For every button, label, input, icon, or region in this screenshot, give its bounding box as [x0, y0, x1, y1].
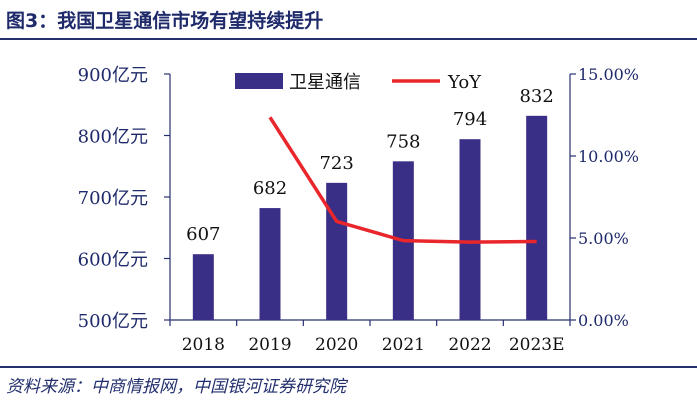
bar [259, 208, 281, 320]
figure-title: 图3：我国卫星通信市场有望持续提升 [6, 10, 324, 32]
left-tick-label: 600亿元 [78, 250, 148, 271]
bar [459, 139, 481, 320]
title-rule [0, 38, 697, 40]
yoy-line [268, 116, 537, 244]
bar-data-label: 682 [253, 178, 287, 199]
x-tick-label: 2019 [248, 335, 291, 355]
x-tick-label: 2018 [182, 335, 225, 355]
bar-data-label: 794 [453, 109, 487, 130]
bar [326, 182, 348, 320]
left-tick-label: 500亿元 [78, 311, 148, 332]
legend-label-line: YoY [447, 72, 482, 93]
right-tick-label: 10.00% [578, 147, 639, 166]
bar-data-label: 723 [319, 153, 353, 174]
bar-data-label: 832 [519, 86, 553, 107]
right-tick-label: 15.00% [578, 65, 639, 84]
bar-data-label: 607 [186, 224, 220, 245]
x-tick-label: 2022 [448, 335, 491, 355]
source-note: 资料来源：中商情报网，中国银河证券研究院 [6, 377, 346, 397]
x-tick-label: 2020 [315, 335, 358, 355]
bar-data-label: 758 [386, 131, 420, 152]
right-tick-label: 5.00% [578, 229, 629, 248]
bar [192, 254, 214, 320]
x-tick-label: 2023E [509, 335, 565, 355]
bar [526, 115, 548, 320]
footer-rule [0, 366, 697, 368]
legend-label-bar: 卫星通信 [289, 72, 361, 93]
x-tick-label: 2021 [382, 335, 425, 355]
right-tick-label: 0.00% [578, 311, 629, 330]
left-tick-label: 900亿元 [78, 65, 148, 86]
left-tick-label: 700亿元 [78, 188, 148, 209]
left-tick-label: 800亿元 [78, 127, 148, 148]
legend-swatch-bar [235, 73, 283, 89]
